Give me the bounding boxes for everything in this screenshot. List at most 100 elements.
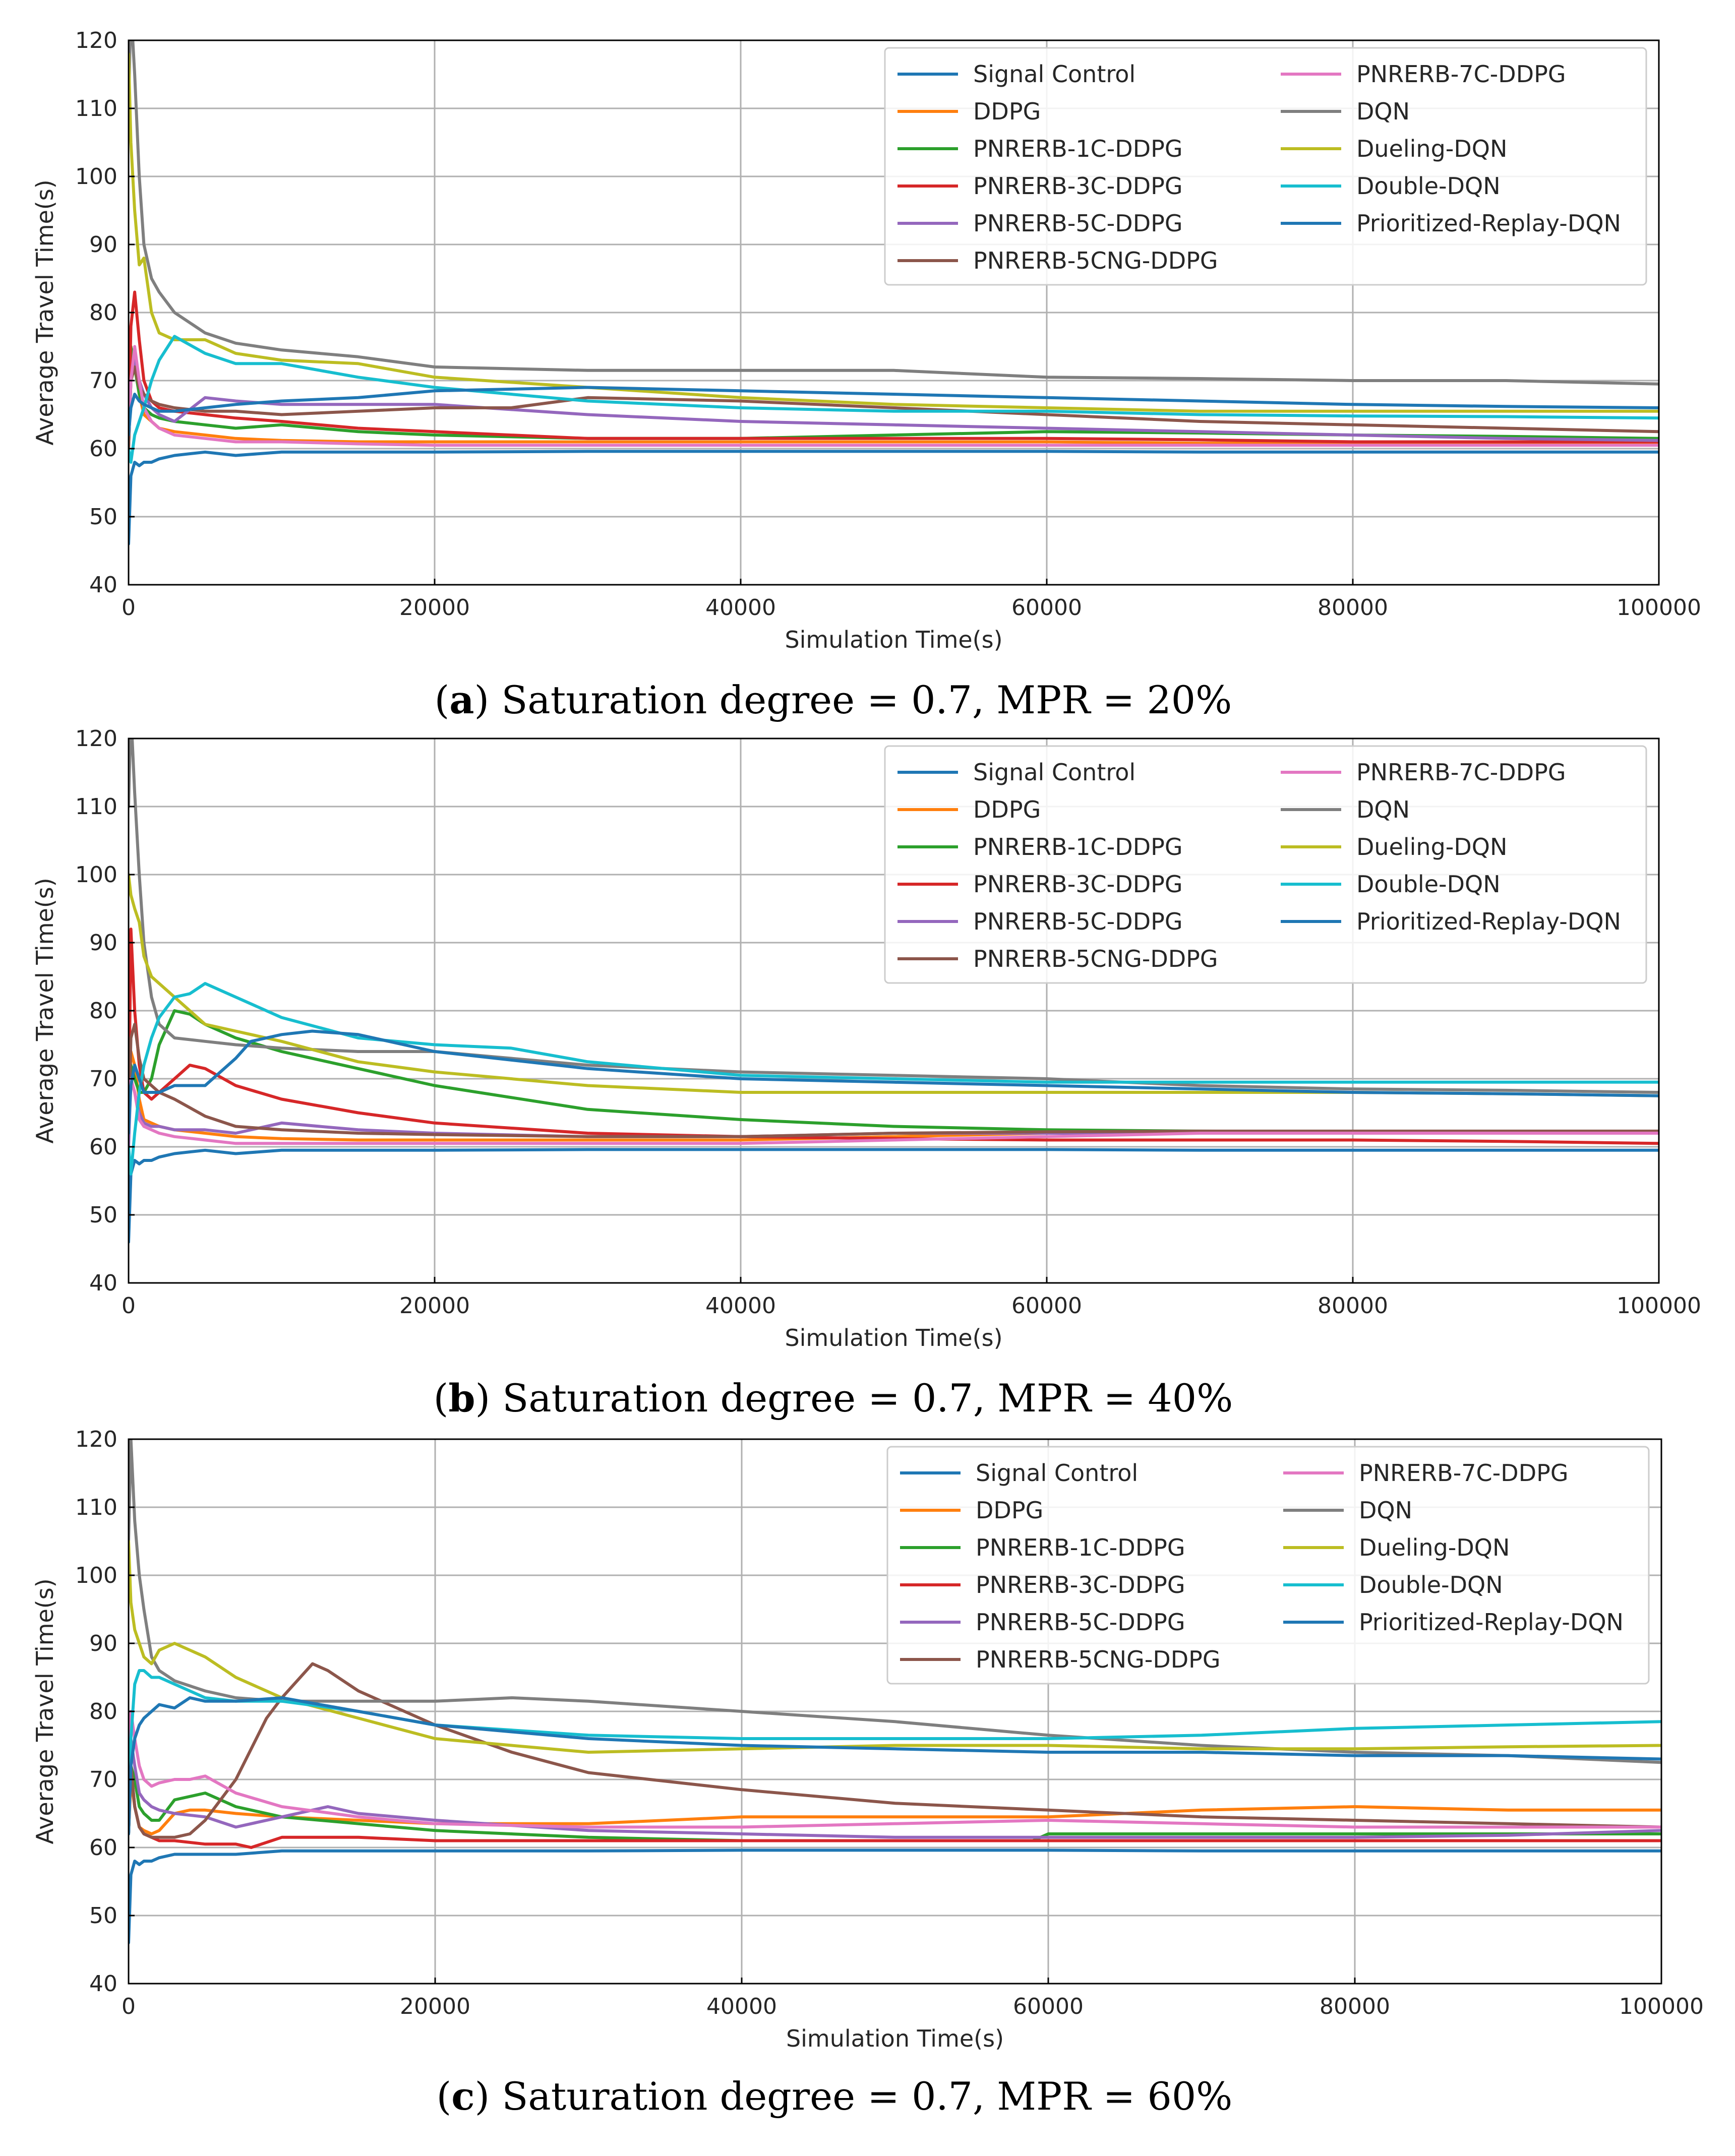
x-tick-label: 40000 — [705, 1293, 776, 1319]
series-line-pnrerb-1c-ddpg — [129, 1009, 1659, 1135]
y-tick-label: 60 — [89, 436, 117, 462]
legend-label-pnrerb-3c-ddpg: PNRERB-3C-DDPG — [973, 172, 1183, 200]
series-line-signal-control — [129, 1849, 1661, 1944]
series-line-pnrerb-7c-ddpg — [129, 1710, 1661, 1835]
x-axis-label: Simulation Time(s) — [786, 2025, 1004, 2052]
chart-panel-a: 0 20000 40000 60000 80000 100000 40 50 60 70 80 90 1… — [31, 28, 1701, 722]
legend-box — [884, 47, 1647, 286]
legend-label-dueling-dqn: Dueling-DQN — [1359, 1534, 1510, 1561]
y-tick-label: 60 — [89, 1835, 117, 1861]
y-tick-label: 100 — [75, 164, 117, 190]
legend-label-pnrerb-7c-ddpg: PNRERB-7C-DDPG — [1359, 1459, 1569, 1487]
caption-open-paren: ( — [437, 2074, 452, 2119]
series-line-pnrerb-5cng-ddpg — [129, 1023, 1659, 1138]
legend-label-ddpg: DDPG — [976, 1497, 1043, 1524]
x-tick-label: 40000 — [705, 595, 776, 621]
legend-label-ddpg: DDPG — [973, 796, 1041, 823]
caption-letter: c — [451, 2074, 474, 2119]
x-tick-label: 20000 — [400, 1994, 470, 2019]
legend-label-double-dqn: Double-DQN — [1359, 1571, 1503, 1598]
legend-label-pnrerb-1c-ddpg: PNRERB-1C-DDPG — [973, 833, 1183, 860]
y-axis-label: Average Travel Time(s) — [31, 878, 58, 1143]
panel-caption: (a) Saturation degree = 0.7, MPR = 20% — [435, 677, 1232, 722]
chart-panel-b: 0 20000 40000 60000 80000 100000 40 50 60 70 80 90 1… — [31, 726, 1701, 1421]
legend-label-signal-control: Signal Control — [976, 1459, 1138, 1487]
caption-close-paren: ) — [475, 1376, 490, 1421]
y-tick-label: 40 — [89, 1971, 117, 1997]
x-axis-label: Simulation Time(s) — [785, 1324, 1002, 1351]
y-tick-label: 70 — [89, 1767, 117, 1793]
series-line-double-dqn — [129, 1669, 1661, 1835]
legend-label-signal-control: Signal Control — [973, 60, 1135, 88]
series-line-pnrerb-1c-ddpg — [129, 1764, 1661, 1842]
caption-letter: b — [448, 1376, 475, 1421]
x-tick-label: 60000 — [1013, 1994, 1084, 2019]
caption-letter: a — [449, 677, 474, 722]
y-tick-label: 70 — [89, 1066, 117, 1092]
series-line-pnrerb-5c-ddpg — [129, 1737, 1661, 1839]
legend-label-pnrerb-1c-ddpg: PNRERB-1C-DDPG — [976, 1534, 1185, 1561]
legend-label-dqn: DQN — [1356, 796, 1410, 823]
series-line-dueling-dqn — [129, 1539, 1661, 1754]
legend: Signal Control DDPG PNRERB-1C-DDPG PNRERB-3… — [884, 47, 1647, 286]
series-line-prioritized-replay-dqn — [129, 1696, 1661, 1835]
x-tick-label: 100000 — [1619, 1994, 1704, 2019]
caption-open-paren: ( — [435, 677, 450, 722]
caption-close-paren: ) — [475, 2074, 490, 2119]
series-group — [129, 738, 1659, 1244]
series-line-dqn — [129, 40, 1659, 386]
y-tick-label: 100 — [75, 1563, 117, 1588]
y-tick-label: 120 — [75, 726, 117, 752]
y-tick-label: 80 — [89, 300, 117, 326]
legend-label-pnrerb-3c-ddpg: PNRERB-3C-DDPG — [973, 871, 1183, 898]
chart-panel-c: 0 20000 40000 60000 80000 100000 40 50 60 70 80 90 1… — [31, 1427, 1704, 2119]
x-tick-label: 0 — [122, 1994, 136, 2019]
y-tick-label: 90 — [89, 1631, 117, 1656]
legend-label-prioritized-replay-dqn: Prioritized-Replay-DQN — [1359, 1609, 1624, 1636]
legend-box — [884, 745, 1647, 984]
y-axis-label: Average Travel Time(s) — [31, 1578, 58, 1844]
x-tick-label: 20000 — [399, 595, 470, 621]
x-tick-label: 80000 — [1318, 595, 1388, 621]
series-line-pnrerb-5cng-ddpg — [129, 1662, 1661, 1839]
caption-text: Saturation degree = 0.7, MPR = 40% — [490, 1376, 1233, 1421]
legend-label-pnrerb-3c-ddpg: PNRERB-3C-DDPG — [976, 1571, 1185, 1598]
series-line-double-dqn — [129, 335, 1659, 464]
caption-close-paren: ) — [474, 677, 490, 722]
series-line-prioritized-replay-dqn — [129, 1029, 1659, 1135]
legend-label-pnrerb-5c-ddpg: PNRERB-5C-DDPG — [973, 210, 1183, 237]
series-line-prioritized-replay-dqn — [129, 386, 1659, 437]
y-tick-label: 40 — [89, 1270, 117, 1296]
x-axis-label: Simulation Time(s) — [785, 626, 1002, 653]
y-tick-label: 120 — [75, 1427, 117, 1452]
legend-label-prioritized-replay-dqn: Prioritized-Replay-DQN — [1356, 210, 1621, 237]
x-tick-label: 100000 — [1617, 595, 1701, 621]
series-group — [129, 40, 1659, 545]
y-tick-label: 110 — [75, 794, 117, 820]
y-tick-label: 50 — [89, 1903, 117, 1929]
caption-text: Saturation degree = 0.7, MPR = 20% — [489, 677, 1232, 722]
series-line-pnrerb-1c-ddpg — [129, 345, 1659, 440]
series-line-pnrerb-7c-ddpg — [129, 1077, 1659, 1145]
legend-label-pnrerb-7c-ddpg: PNRERB-7C-DDPG — [1356, 759, 1566, 786]
legend-label-prioritized-replay-dqn: Prioritized-Replay-DQN — [1356, 908, 1621, 935]
series-line-signal-control — [129, 450, 1659, 545]
y-tick-label: 50 — [89, 1202, 117, 1228]
y-tick-label: 100 — [75, 862, 117, 888]
legend-label-pnrerb-5cng-ddpg: PNRERB-5CNG-DDPG — [973, 247, 1218, 274]
legend-label-dqn: DQN — [1359, 1497, 1412, 1524]
x-tick-label: 80000 — [1320, 1994, 1390, 2019]
y-tick-label: 60 — [89, 1134, 117, 1160]
y-tick-label: 80 — [89, 1699, 117, 1724]
caption-open-paren: ( — [434, 1376, 449, 1421]
panel-caption: (c) Saturation degree = 0.7, MPR = 60% — [437, 2074, 1233, 2119]
legend: Signal Control DDPG PNRERB-1C-DDPG PNRERB-3… — [884, 745, 1647, 984]
y-axis-label: Average Travel Time(s) — [31, 179, 58, 445]
x-tick-label: 60000 — [1011, 1293, 1082, 1319]
y-tick-label: 50 — [89, 504, 117, 530]
series-line-dueling-dqn — [129, 873, 1659, 1097]
series-line-signal-control — [129, 1148, 1659, 1244]
legend-label-pnrerb-5cng-ddpg: PNRERB-5CNG-DDPG — [976, 1646, 1221, 1673]
legend-label-pnrerb-5c-ddpg: PNRERB-5C-DDPG — [976, 1609, 1185, 1636]
